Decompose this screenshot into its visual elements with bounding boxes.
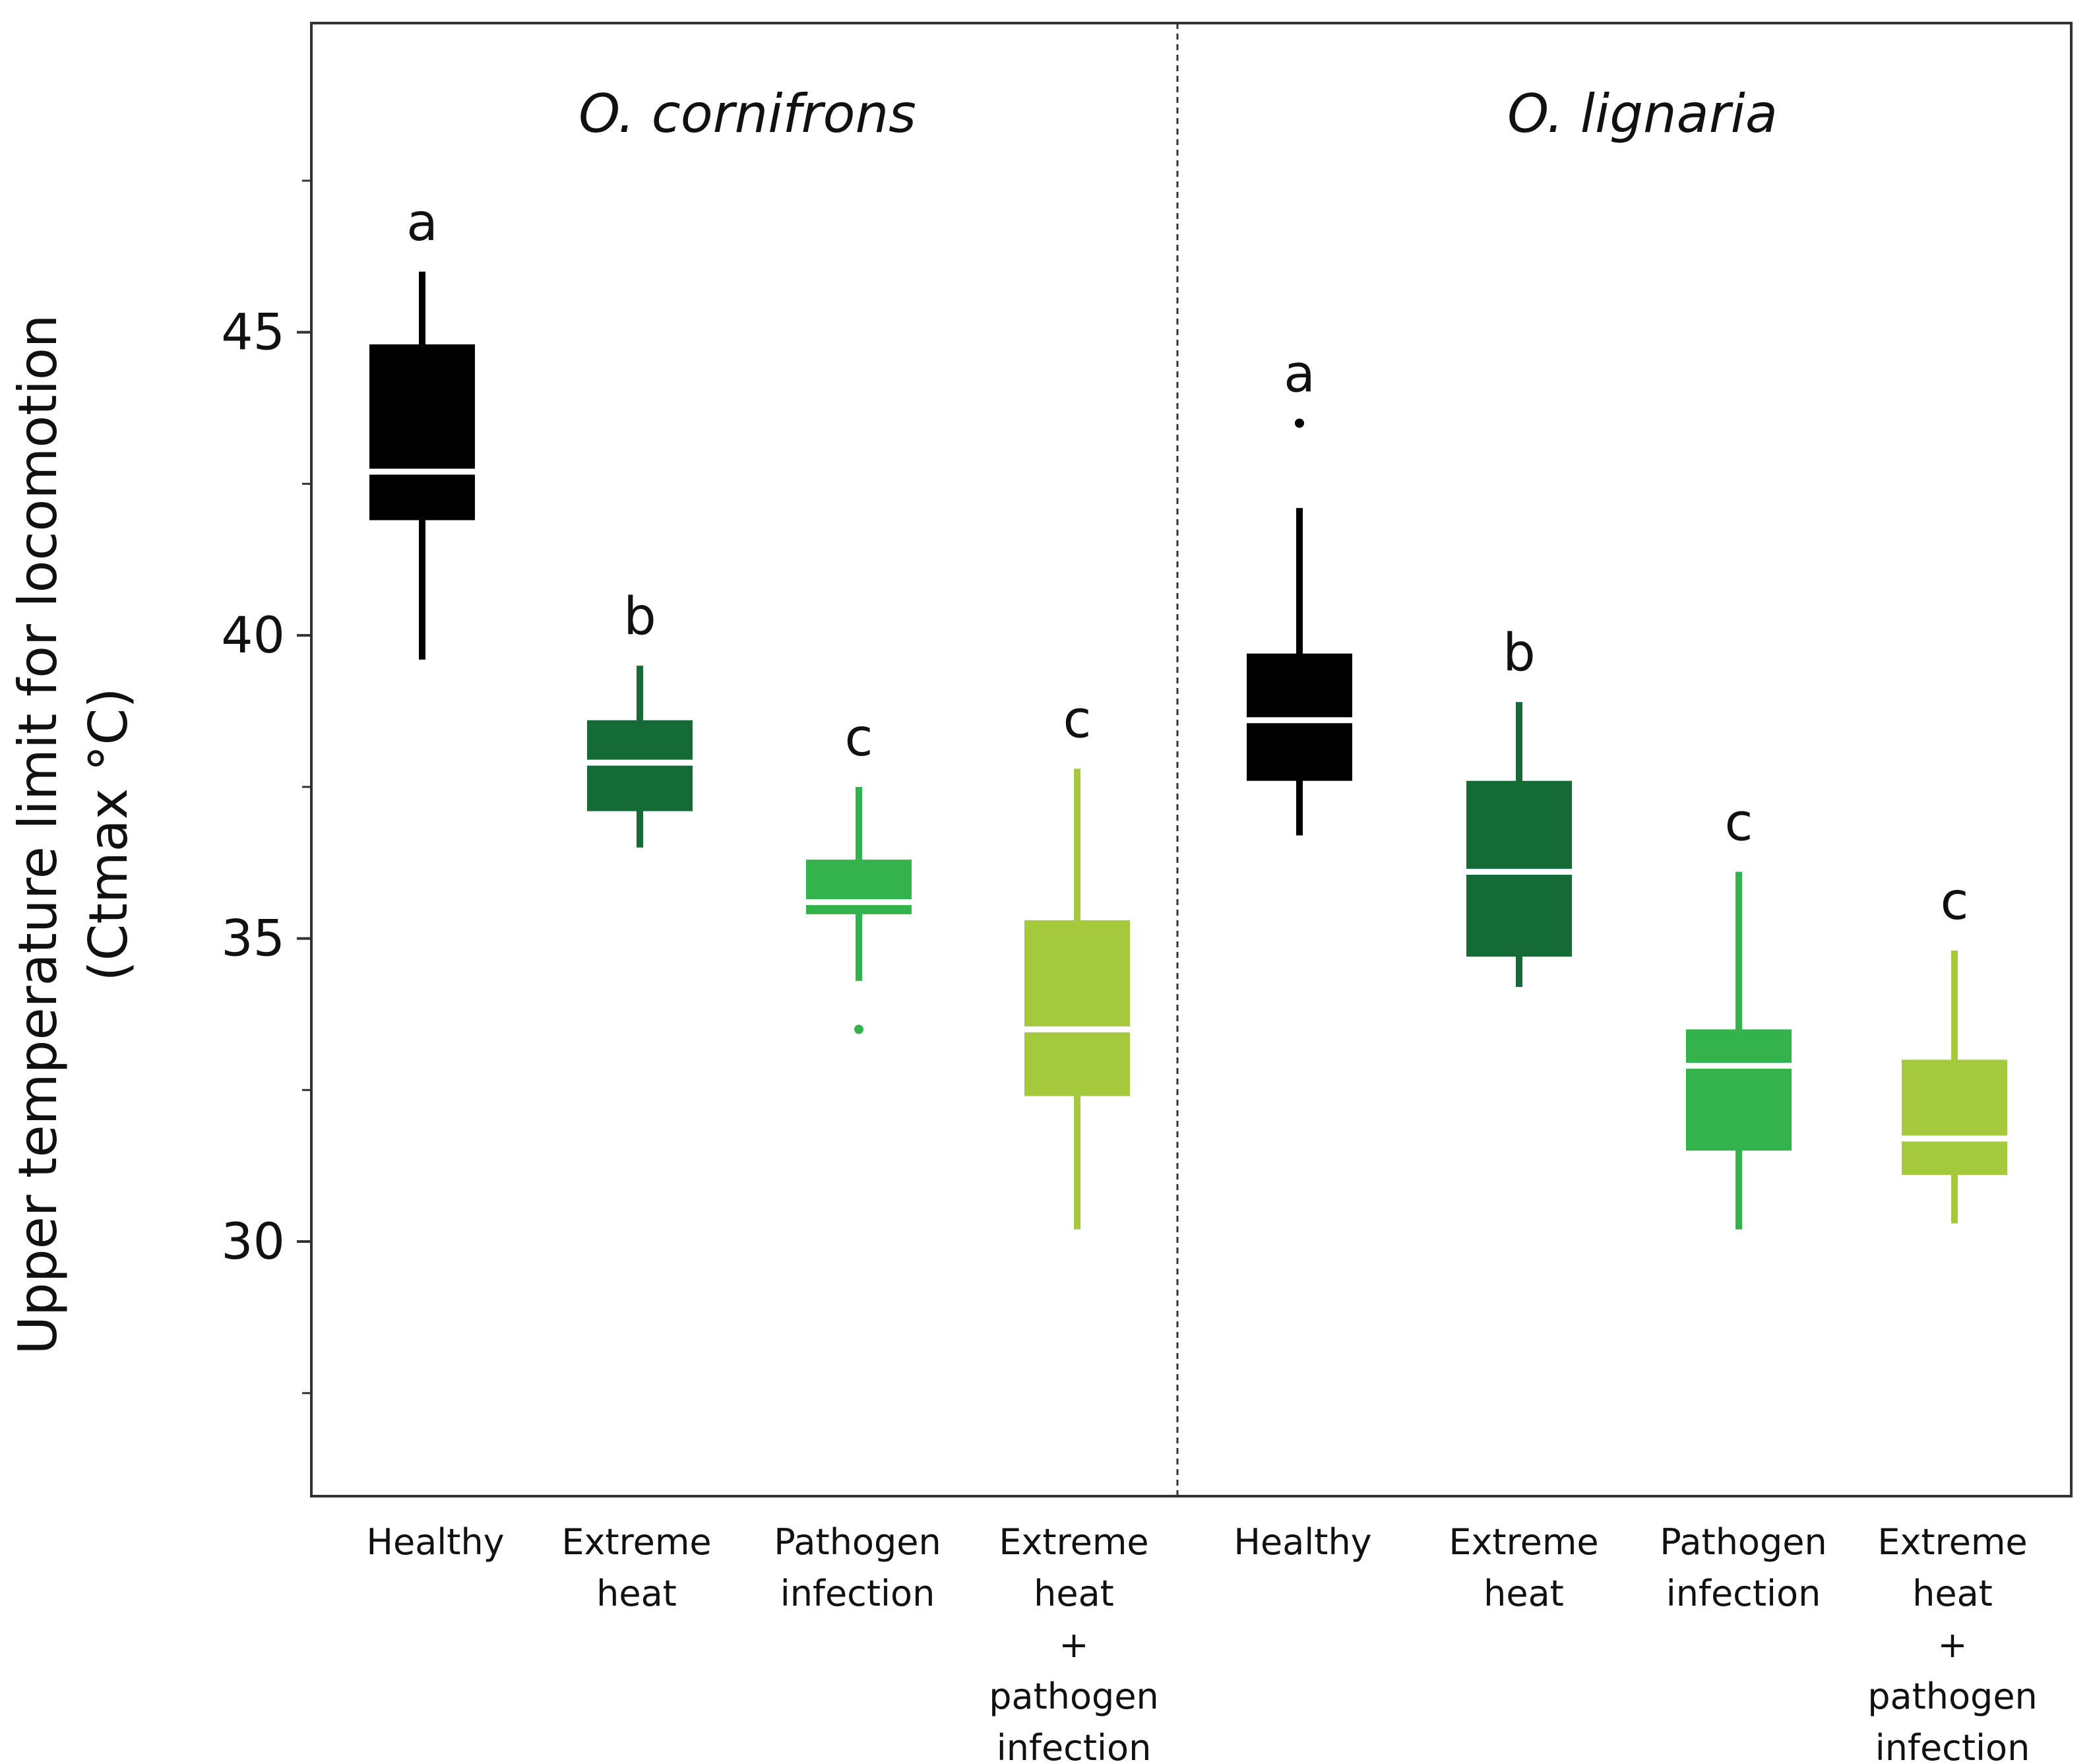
- iqr-box: [369, 344, 475, 520]
- box-plot: [1686, 871, 1792, 1230]
- category-label: infection: [780, 1573, 935, 1614]
- panel-title: O. lignaria: [1507, 83, 1778, 144]
- box-plot: [1247, 418, 1352, 836]
- plot-border: [310, 22, 2073, 1497]
- category-label: +: [1059, 1624, 1088, 1666]
- significance-letter: c: [1063, 690, 1092, 749]
- category-label: pathogen: [989, 1676, 1159, 1717]
- iqr-box: [1686, 1029, 1792, 1151]
- outlier-point: [1295, 418, 1304, 428]
- y-tick-label: 35: [221, 909, 285, 968]
- box-plot: [369, 271, 475, 660]
- significance-letter: b: [623, 587, 656, 646]
- category-label: Healthy: [1234, 1521, 1371, 1563]
- y-tick-label: 40: [221, 606, 285, 664]
- category-label: heat: [1034, 1573, 1114, 1614]
- category-label: Healthy: [366, 1521, 504, 1563]
- significance-letter: a: [406, 193, 438, 253]
- category-label: Extreme: [999, 1521, 1148, 1563]
- significance-letter: a: [1284, 344, 1315, 404]
- category-label: heat: [596, 1573, 677, 1614]
- category-label: Extreme: [561, 1521, 711, 1563]
- iqr-box: [1024, 920, 1130, 1096]
- category-label: Pathogen: [774, 1521, 941, 1563]
- outlier-point: [854, 1024, 863, 1034]
- panel-title: O. cornifrons: [578, 83, 916, 144]
- category-label: infection: [997, 1727, 1152, 1764]
- iqr-box: [1902, 1059, 2007, 1175]
- y-tick-label: 30: [221, 1212, 285, 1271]
- category-label: pathogen: [1867, 1676, 2038, 1717]
- category-label: infection: [1666, 1573, 1821, 1614]
- box-plot: [806, 786, 912, 1034]
- significance-letter: c: [845, 709, 873, 768]
- category-label: Extreme: [1877, 1521, 2027, 1563]
- iqr-box: [806, 860, 912, 914]
- box-plot: [1466, 702, 1572, 988]
- category-label: heat: [1484, 1573, 1564, 1614]
- significance-letter: c: [1725, 794, 1753, 853]
- category-label: infection: [1875, 1727, 2030, 1764]
- box-plot: [587, 666, 693, 848]
- iqr-box: [1466, 780, 1572, 957]
- iqr-box: [587, 720, 693, 811]
- y-axis: [297, 179, 311, 1395]
- iqr-box: [1247, 653, 1352, 781]
- significance-letter: b: [1503, 623, 1536, 683]
- y-tick-label: 45: [221, 303, 285, 362]
- category-label: Pathogen: [1660, 1521, 1827, 1563]
- category-label: Extreme: [1449, 1521, 1598, 1563]
- box-plot: [1024, 769, 1130, 1230]
- category-label: +: [1937, 1624, 1967, 1666]
- plot-frame: [310, 22, 2073, 1497]
- y-axis-label-line2: (Ctmax °C): [78, 687, 139, 981]
- significance-letter: c: [1941, 872, 1969, 931]
- chart-labels: 30 35 40 45 Upper temperature limit for loco…: [7, 83, 2038, 1764]
- box-groups: [369, 271, 2007, 1230]
- category-label: heat: [1912, 1573, 1993, 1614]
- y-axis-label-line1: Upper temperature limit for locomotion: [7, 315, 69, 1355]
- box-plot: [1902, 950, 2007, 1224]
